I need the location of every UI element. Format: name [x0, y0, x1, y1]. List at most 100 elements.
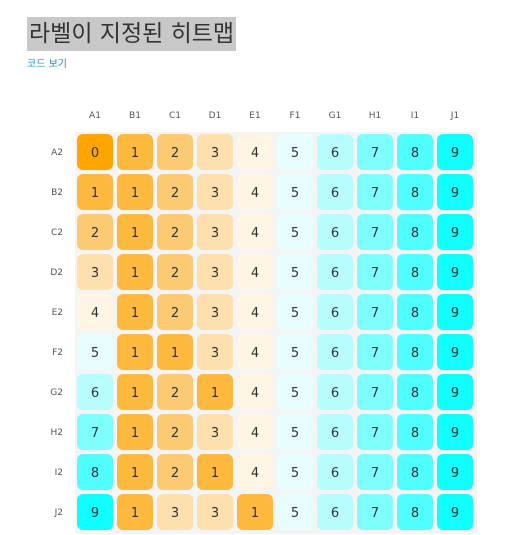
heatmap-cell[interactable] [397, 334, 433, 370]
heatmap-cell[interactable] [77, 454, 113, 490]
heatmap-cell[interactable] [277, 414, 313, 450]
heatmap-cell[interactable] [277, 494, 313, 530]
heatmap-cell[interactable] [437, 454, 473, 490]
heatmap-cell[interactable] [277, 334, 313, 370]
heatmap-cell[interactable] [157, 214, 193, 250]
heatmap-cell[interactable] [77, 414, 113, 450]
heatmap-cell[interactable] [237, 414, 273, 450]
heatmap-cell[interactable] [237, 254, 273, 290]
heatmap-cell[interactable] [157, 374, 193, 410]
heatmap-cell[interactable] [117, 294, 153, 330]
heatmap-cell[interactable] [317, 294, 353, 330]
heatmap-cell[interactable] [397, 294, 433, 330]
heatmap-cell[interactable] [317, 214, 353, 250]
heatmap-cell[interactable] [277, 174, 313, 210]
heatmap-cell[interactable] [197, 494, 233, 530]
heatmap-cell[interactable] [437, 414, 473, 450]
heatmap-cell[interactable] [237, 174, 273, 210]
heatmap-cell[interactable] [397, 254, 433, 290]
heatmap-cell[interactable] [357, 214, 393, 250]
heatmap-cell[interactable] [157, 254, 193, 290]
heatmap-cell[interactable] [397, 454, 433, 490]
heatmap-cell[interactable] [157, 134, 193, 170]
heatmap-cell[interactable] [117, 134, 153, 170]
heatmap-cell[interactable] [197, 334, 233, 370]
heatmap-cell[interactable] [157, 414, 193, 450]
heatmap-cell[interactable] [77, 254, 113, 290]
heatmap-cell[interactable] [397, 214, 433, 250]
heatmap-cell[interactable] [197, 374, 233, 410]
heatmap-cell[interactable] [357, 294, 393, 330]
heatmap-cell[interactable] [357, 494, 393, 530]
heatmap-cell[interactable] [197, 174, 233, 210]
heatmap-cell[interactable] [437, 254, 473, 290]
heatmap-cell[interactable] [117, 454, 153, 490]
heatmap-cell[interactable] [317, 134, 353, 170]
heatmap-cell[interactable] [77, 134, 113, 170]
heatmap-cell[interactable] [357, 134, 393, 170]
heatmap-cell[interactable] [77, 334, 113, 370]
heatmap-cell[interactable] [237, 454, 273, 490]
heatmap-cell[interactable] [277, 374, 313, 410]
heatmap-cell[interactable] [157, 174, 193, 210]
heatmap-cell[interactable] [277, 134, 313, 170]
heatmap-cell[interactable] [117, 254, 153, 290]
heatmap-cell[interactable] [77, 294, 113, 330]
heatmap-cell[interactable] [197, 294, 233, 330]
heatmap-cell[interactable] [197, 134, 233, 170]
heatmap-cell[interactable] [437, 374, 473, 410]
heatmap-cell[interactable] [357, 414, 393, 450]
heatmap-cell[interactable] [197, 254, 233, 290]
heatmap-cell[interactable] [77, 174, 113, 210]
heatmap-cell[interactable] [237, 294, 273, 330]
heatmap-cell[interactable] [317, 414, 353, 450]
heatmap-cell[interactable] [317, 334, 353, 370]
heatmap-cell[interactable] [437, 494, 473, 530]
heatmap-cell[interactable] [237, 334, 273, 370]
heatmap-cell[interactable] [117, 214, 153, 250]
heatmap-cell[interactable] [277, 294, 313, 330]
heatmap-cell[interactable] [397, 414, 433, 450]
heatmap-cell[interactable] [397, 374, 433, 410]
heatmap-cell[interactable] [357, 454, 393, 490]
heatmap-cell[interactable] [317, 254, 353, 290]
heatmap-cell[interactable] [277, 254, 313, 290]
heatmap-cell[interactable] [437, 334, 473, 370]
heatmap-cell[interactable] [237, 134, 273, 170]
view-code-link[interactable]: 코드 보기 [27, 59, 67, 70]
heatmap-cell[interactable] [157, 494, 193, 530]
heatmap-cell[interactable] [157, 334, 193, 370]
heatmap-cell[interactable] [397, 174, 433, 210]
heatmap-cell[interactable] [357, 254, 393, 290]
heatmap-cell[interactable] [157, 454, 193, 490]
heatmap-cell[interactable] [237, 374, 273, 410]
heatmap-cell[interactable] [197, 414, 233, 450]
heatmap-cell[interactable] [117, 174, 153, 210]
heatmap-cell[interactable] [237, 214, 273, 250]
heatmap-cell[interactable] [237, 494, 273, 530]
heatmap-cell[interactable] [277, 214, 313, 250]
heatmap-cell[interactable] [117, 414, 153, 450]
heatmap-cell[interactable] [317, 454, 353, 490]
heatmap-cell[interactable] [317, 374, 353, 410]
heatmap-cell[interactable] [77, 374, 113, 410]
heatmap-cell[interactable] [277, 454, 313, 490]
heatmap-cell[interactable] [117, 494, 153, 530]
heatmap-cell[interactable] [117, 374, 153, 410]
heatmap-cell[interactable] [437, 294, 473, 330]
heatmap-cell[interactable] [357, 374, 393, 410]
heatmap-cell[interactable] [437, 174, 473, 210]
heatmap-cell[interactable] [317, 494, 353, 530]
heatmap-cell[interactable] [357, 174, 393, 210]
heatmap-cell[interactable] [77, 214, 113, 250]
heatmap-cell[interactable] [397, 134, 433, 170]
heatmap-cell[interactable] [437, 134, 473, 170]
heatmap-cell[interactable] [197, 214, 233, 250]
heatmap-cell[interactable] [77, 494, 113, 530]
heatmap-cell[interactable] [197, 454, 233, 490]
heatmap-cell[interactable] [357, 334, 393, 370]
heatmap-cell[interactable] [157, 294, 193, 330]
heatmap-cell[interactable] [397, 494, 433, 530]
heatmap-cell[interactable] [117, 334, 153, 370]
heatmap-cell[interactable] [437, 214, 473, 250]
